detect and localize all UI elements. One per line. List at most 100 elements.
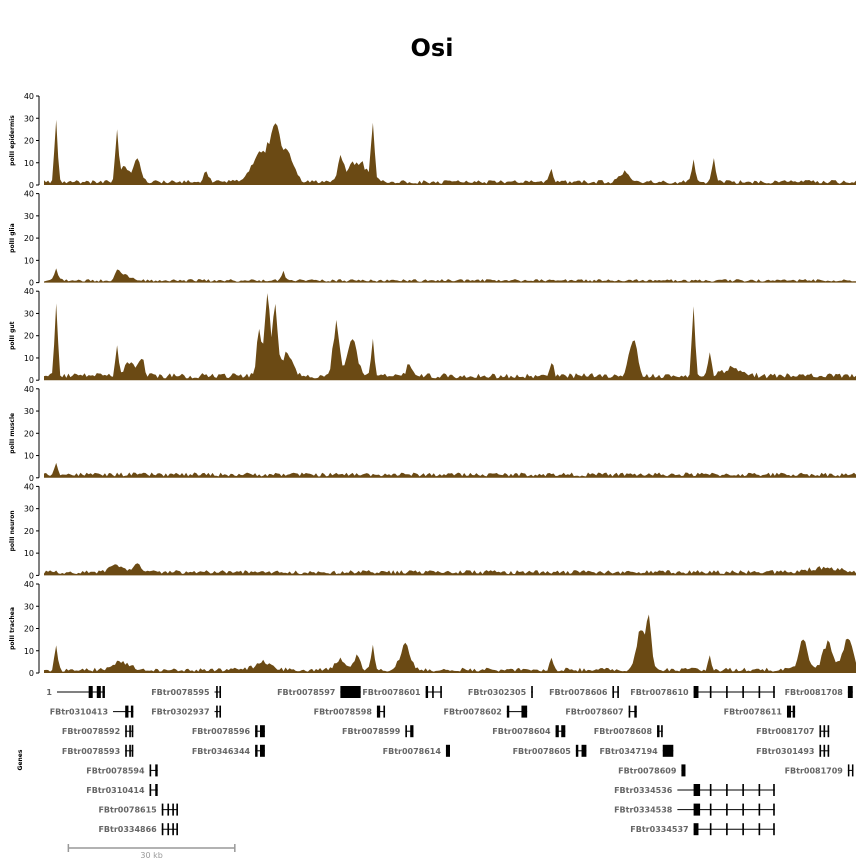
gene-exon	[709, 803, 712, 816]
gene-label: FBtr0078611	[724, 708, 783, 717]
y-tick-label: 0	[29, 571, 34, 580]
y-tick-label: 40	[24, 190, 34, 199]
gene-exon	[819, 744, 822, 757]
y-tick-label: 20	[24, 332, 34, 341]
gene-label: FBtr0346344	[192, 747, 251, 756]
y-tick-label: 40	[24, 482, 34, 491]
gene-exon	[125, 725, 127, 738]
gene-exon	[155, 764, 158, 777]
y-tick-label: 40	[24, 287, 34, 296]
gene-exon	[172, 823, 174, 836]
gene-label: FBtr0078608	[594, 727, 653, 736]
gene-label: FBtr0078599	[342, 727, 401, 736]
gene-label: FBtr0078598	[314, 708, 373, 717]
gene-exon	[792, 705, 796, 718]
gene-label: FBtr0078596	[192, 727, 251, 736]
gene-exon	[693, 803, 701, 816]
gene-exon	[155, 784, 158, 796]
gene-exon	[340, 686, 361, 698]
track-label: polII glia	[9, 223, 16, 252]
gene-exon	[634, 705, 637, 718]
gene-exon	[693, 686, 699, 698]
gene-exon	[709, 823, 712, 836]
gene-label: FBtr0081708	[785, 688, 844, 697]
gene-exon	[657, 725, 660, 738]
gene-exon	[827, 744, 830, 757]
gene-exon	[216, 705, 218, 718]
signal-area	[44, 462, 856, 478]
y-tick-label: 10	[24, 159, 34, 168]
gene-exon	[131, 725, 134, 738]
gene-exon	[410, 725, 414, 738]
y-tick-label: 40	[24, 92, 34, 101]
gene-exon	[575, 744, 579, 757]
signal-area	[44, 293, 856, 381]
gene-label: 1	[46, 688, 52, 697]
gene-exon	[125, 705, 129, 718]
gene-exon	[709, 784, 712, 796]
track-label: polII muscle	[9, 413, 16, 454]
gene-label: FBtr0334538	[614, 806, 673, 815]
gene-exon	[176, 823, 178, 836]
gene-exon	[129, 725, 131, 738]
gene-exon	[847, 686, 853, 698]
gene-exon	[531, 686, 533, 698]
gene-exon	[742, 803, 744, 816]
gene-exon	[726, 686, 728, 698]
gene-exon	[255, 744, 258, 757]
gene-exon	[161, 823, 164, 836]
gene-exon	[726, 823, 728, 836]
signal-area	[44, 563, 856, 576]
chart-title: Osi	[410, 34, 454, 62]
gene-label: FBtr0078593	[62, 747, 120, 756]
gene-exon	[125, 744, 127, 757]
gene-label: FBtr0334866	[98, 825, 157, 834]
gene-exon	[440, 686, 442, 698]
signal-area	[44, 268, 856, 283]
gene-exon	[758, 784, 761, 796]
gene-exon	[88, 686, 93, 698]
gene-exon	[661, 725, 663, 738]
gene-label: FBtr0302305	[468, 688, 527, 697]
gene-exon	[786, 705, 792, 718]
gene-label: FBtr0347194	[599, 747, 658, 756]
gene-exon	[259, 744, 265, 757]
gene-label: FBtr0078615	[98, 806, 157, 815]
gene-exon	[773, 784, 775, 796]
gene-exon	[612, 686, 615, 698]
y-tick-label: 10	[24, 647, 34, 656]
gene-exon	[823, 725, 826, 738]
gene-exon	[167, 823, 170, 836]
gene-exon	[172, 803, 174, 816]
gene-label: FBtr0310413	[50, 708, 108, 717]
y-tick-label: 30	[24, 114, 34, 123]
gene-exon	[693, 784, 701, 796]
gene-exon	[96, 686, 101, 698]
gene-label: FBtr0078602	[444, 708, 502, 717]
gene-exon	[521, 705, 528, 718]
gene-label: FBtr0334536	[614, 786, 673, 795]
genes-track-label: Genes	[17, 749, 24, 770]
gene-exon	[742, 686, 744, 698]
signal-area	[44, 119, 856, 185]
gene-exon	[383, 705, 386, 718]
track-label: polII gut	[9, 321, 16, 350]
gene-label: FBtr0081707	[756, 727, 814, 736]
track-label: polII epidermis	[9, 115, 16, 166]
gene-label: FBtr0302937	[151, 708, 209, 717]
gene-label: FBtr0078614	[383, 747, 442, 756]
gene-exon	[176, 803, 178, 816]
gene-exon	[847, 764, 850, 777]
gene-exon	[432, 686, 434, 698]
y-tick-label: 10	[24, 549, 34, 558]
gene-exon	[851, 764, 854, 777]
gene-exon	[161, 803, 164, 816]
gene-exon	[823, 744, 826, 757]
gene-exon	[773, 823, 775, 836]
gene-exon	[506, 705, 510, 718]
gene-exon	[581, 744, 587, 757]
y-tick-label: 40	[24, 385, 34, 394]
signal-area	[44, 614, 856, 673]
gene-exon	[827, 725, 830, 738]
